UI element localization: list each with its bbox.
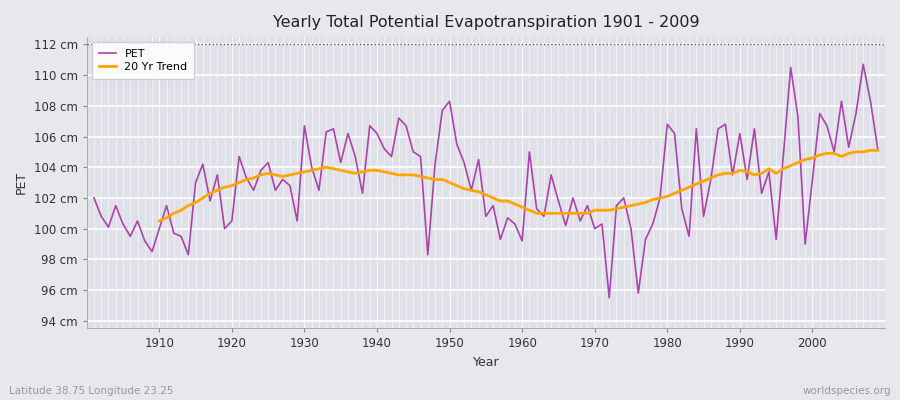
20 Yr Trend	[524, 208, 535, 213]
PET	[306, 165, 317, 170]
PET	[350, 154, 361, 159]
20 Yr Trend	[865, 148, 876, 153]
Text: worldspecies.org: worldspecies.org	[803, 386, 891, 396]
PET	[872, 146, 883, 151]
Line: 20 Yr Trend: 20 Yr Trend	[159, 150, 878, 221]
PET	[611, 203, 622, 208]
X-axis label: Year: Year	[472, 356, 500, 369]
PET	[604, 295, 615, 300]
Text: Latitude 38.75 Longitude 23.25: Latitude 38.75 Longitude 23.25	[9, 386, 174, 396]
20 Yr Trend	[814, 152, 825, 157]
Legend: PET, 20 Yr Trend: PET, 20 Yr Trend	[93, 42, 194, 79]
Line: PET: PET	[94, 64, 878, 298]
20 Yr Trend	[320, 165, 331, 170]
20 Yr Trend	[154, 218, 165, 223]
Y-axis label: PET: PET	[15, 171, 28, 194]
Title: Yearly Total Potential Evapotranspiration 1901 - 2009: Yearly Total Potential Evapotranspiratio…	[273, 15, 699, 30]
20 Yr Trend	[872, 148, 883, 153]
20 Yr Trend	[582, 211, 593, 216]
PET	[858, 62, 868, 67]
PET	[147, 249, 158, 254]
20 Yr Trend	[836, 154, 847, 159]
PET	[517, 238, 527, 243]
PET	[88, 196, 99, 200]
20 Yr Trend	[292, 171, 302, 176]
PET	[509, 222, 520, 226]
